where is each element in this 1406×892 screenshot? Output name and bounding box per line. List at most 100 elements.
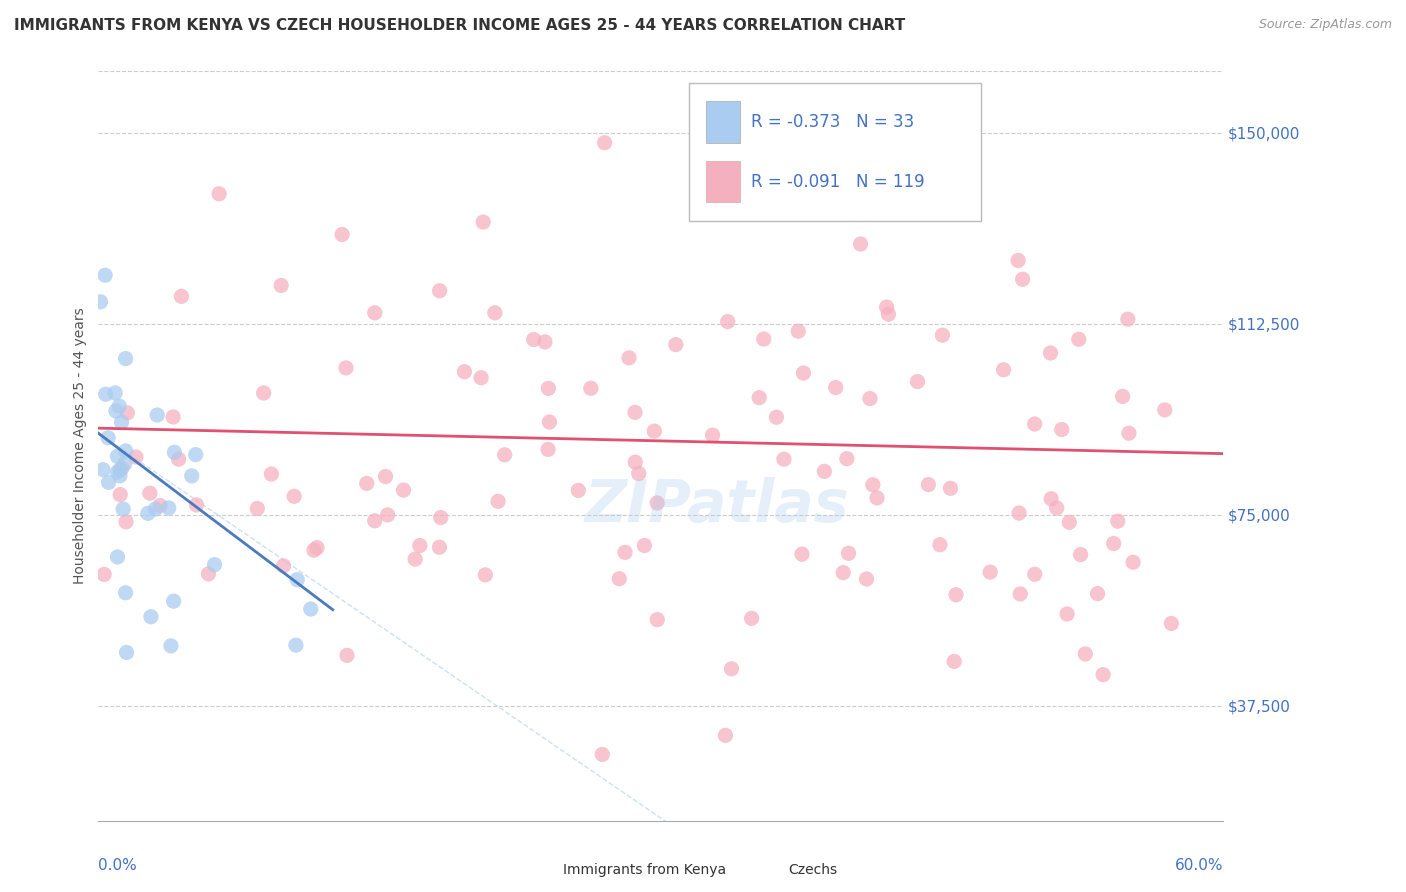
Point	[157, 500, 180, 515]
FancyBboxPatch shape	[526, 858, 554, 884]
Text: 60.0%: 60.0%	[1175, 858, 1223, 873]
Point	[765, 410, 787, 425]
Point	[1050, 423, 1073, 437]
Point	[665, 337, 688, 351]
Point	[787, 324, 810, 338]
Point	[186, 498, 208, 512]
Point	[110, 415, 132, 429]
Point	[748, 391, 770, 405]
Point	[877, 307, 900, 321]
Point	[537, 381, 560, 395]
Point	[979, 565, 1001, 579]
Point	[579, 381, 602, 395]
Point	[741, 611, 763, 625]
Point	[302, 543, 325, 558]
Text: IMMIGRANTS FROM KENYA VS CZECH HOUSEHOLDER INCOME AGES 25 - 44 YEARS CORRELATION: IMMIGRANTS FROM KENYA VS CZECH HOUSEHOLD…	[14, 18, 905, 33]
Point	[104, 404, 127, 418]
Point	[115, 645, 138, 659]
Point	[907, 375, 929, 389]
Point	[89, 294, 111, 309]
Point	[470, 370, 492, 384]
Point	[114, 457, 136, 471]
Point	[714, 728, 737, 742]
Point	[607, 572, 630, 586]
Point	[1102, 536, 1125, 550]
Point	[1070, 548, 1092, 562]
Point	[114, 444, 136, 458]
Point	[270, 278, 292, 293]
Point	[838, 546, 860, 560]
Point	[1122, 555, 1144, 569]
Point	[107, 549, 129, 564]
Point	[114, 586, 136, 600]
Point	[614, 545, 637, 559]
Point	[523, 333, 546, 347]
Point	[111, 461, 134, 475]
Point	[162, 409, 184, 424]
Point	[107, 450, 129, 464]
Point	[336, 648, 359, 663]
Point	[115, 515, 138, 529]
Point	[184, 448, 207, 462]
Point	[139, 609, 162, 624]
Point	[624, 455, 647, 469]
Point	[104, 386, 127, 401]
Point	[538, 415, 561, 429]
Point	[993, 363, 1015, 377]
Point	[108, 463, 131, 477]
Point	[1039, 346, 1062, 360]
Point	[752, 332, 775, 346]
Point	[197, 566, 219, 581]
Point	[1008, 506, 1031, 520]
Point	[108, 468, 131, 483]
Point	[593, 136, 616, 150]
Point	[284, 638, 307, 652]
Point	[617, 351, 640, 365]
Point	[364, 514, 387, 528]
Point	[945, 588, 967, 602]
Point	[720, 662, 742, 676]
Point	[591, 747, 613, 762]
Point	[1024, 417, 1046, 431]
FancyBboxPatch shape	[706, 161, 740, 202]
Point	[97, 431, 120, 445]
Point	[484, 306, 506, 320]
Text: Immigrants from Kenya: Immigrants from Kenya	[562, 863, 725, 877]
Point	[136, 507, 159, 521]
Point	[717, 315, 740, 329]
Point	[1118, 426, 1140, 441]
Point	[866, 491, 889, 505]
Point	[180, 468, 202, 483]
Point	[931, 328, 953, 343]
Point	[253, 386, 276, 401]
Point	[112, 502, 135, 516]
Point	[1024, 567, 1046, 582]
FancyBboxPatch shape	[706, 102, 740, 143]
Point	[204, 558, 226, 572]
Point	[859, 392, 882, 406]
Point	[260, 467, 283, 481]
Point	[474, 567, 496, 582]
Point	[824, 380, 846, 394]
Point	[862, 478, 884, 492]
Text: R = -0.091   N = 119: R = -0.091 N = 119	[751, 173, 924, 191]
Point	[299, 602, 322, 616]
Point	[1011, 272, 1033, 286]
Point	[392, 483, 415, 497]
Text: ZIPatlas: ZIPatlas	[585, 477, 849, 534]
Point	[1046, 500, 1069, 515]
Point	[170, 289, 193, 303]
Point	[939, 481, 962, 495]
Point	[832, 566, 855, 580]
Point	[1092, 667, 1115, 681]
Point	[110, 488, 132, 502]
Point	[162, 594, 184, 608]
Point	[849, 237, 872, 252]
Point	[149, 499, 172, 513]
Point	[330, 227, 353, 242]
Point	[773, 452, 796, 467]
Point	[1160, 616, 1182, 631]
Point	[273, 558, 295, 573]
Point	[486, 494, 509, 508]
Point	[643, 424, 665, 438]
